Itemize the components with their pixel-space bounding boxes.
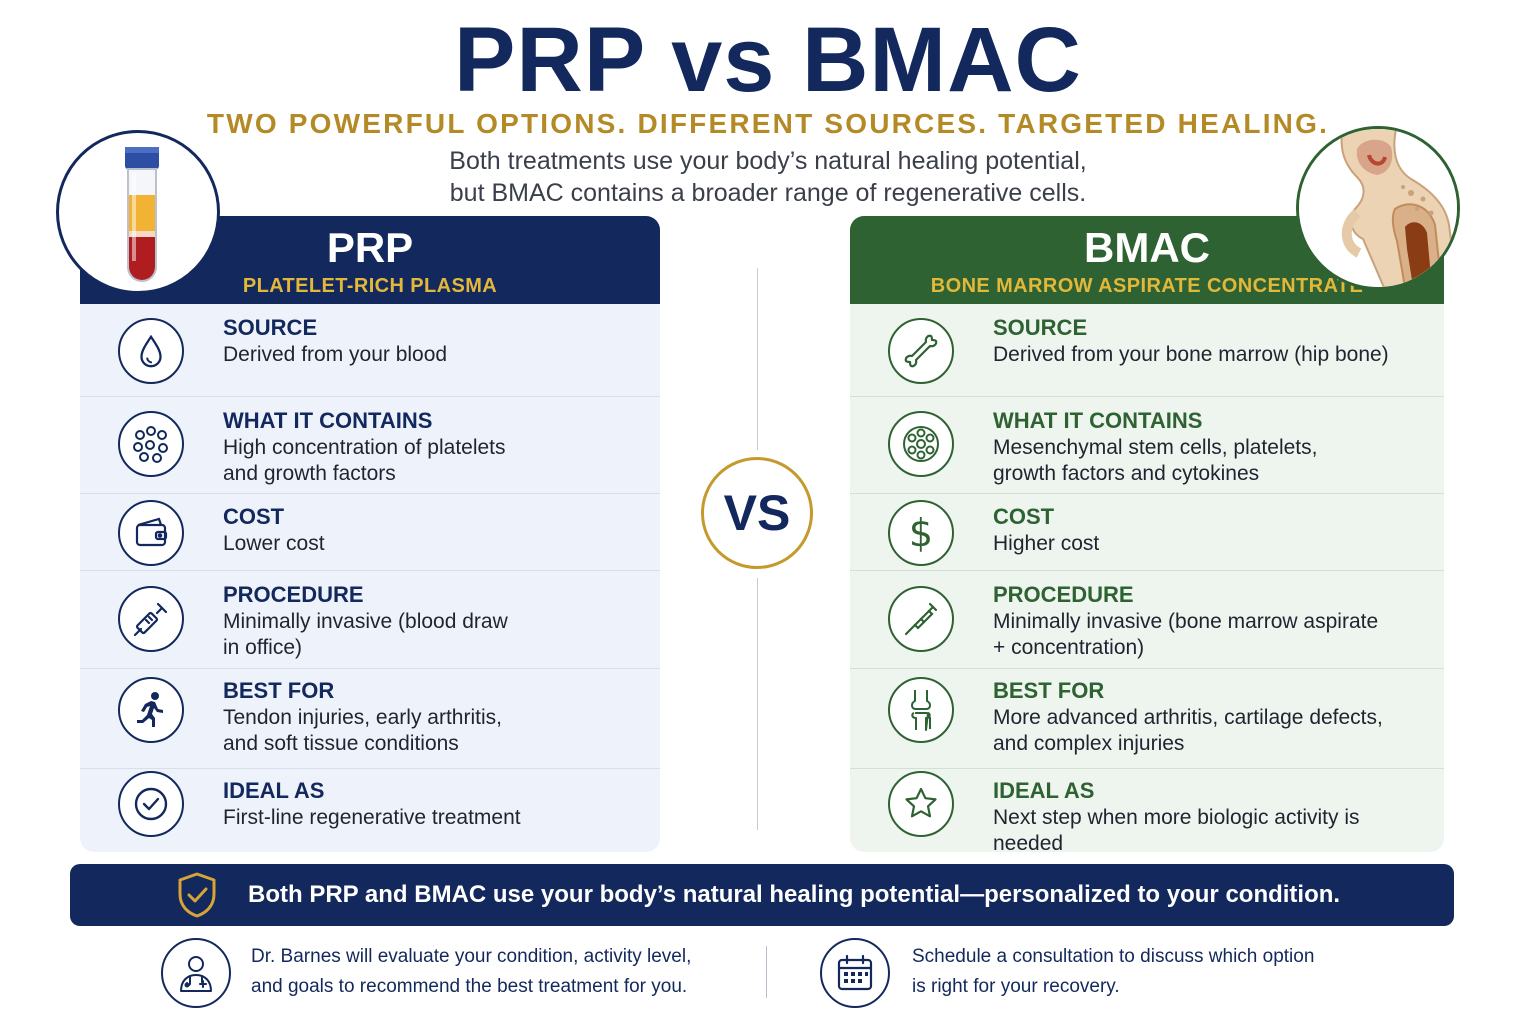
intro-line-1: Both treatments use your body’s natural … (449, 147, 1087, 175)
prp-procedure-value: Minimally invasive (blood draw in office… (223, 610, 508, 659)
checkmark-icon (118, 771, 184, 837)
bmac-cost-label: COST (993, 504, 1055, 529)
prp-cost-label: COST (223, 504, 285, 529)
footer-divider (766, 946, 767, 998)
calendar-icon[interactable] (820, 938, 890, 1008)
dollar-icon: $ (888, 500, 954, 566)
vs-badge: VS (701, 457, 813, 569)
bmac-row-best-for: BEST FOR More advanced arthritis, cartil… (850, 669, 1444, 769)
bmac-row-cost: $ COST Higher cost (850, 494, 1444, 571)
bmac-best-for-value: More advanced arthritis, cartilage defec… (993, 706, 1383, 755)
bmac-contains-value: Mesenchymal stem cells, platelets, growt… (993, 436, 1318, 485)
prp-contains-label: WHAT IT CONTAINS (223, 408, 433, 433)
prp-row-cost: COST Lower cost (80, 494, 660, 571)
prp-panel: PRP PLATELET-RICH PLASMA SOURCE Derived … (80, 216, 660, 852)
bmac-row-ideal-as: IDEAL AS Next step when more biologic ac… (850, 769, 1444, 852)
prp-ideal-as-label: IDEAL AS (223, 778, 325, 803)
wallet-icon (118, 500, 184, 566)
runner-icon (118, 677, 184, 743)
footer-left-text: Dr. Barnes will evaluate your condition,… (251, 946, 692, 997)
divider-line-top (757, 268, 758, 450)
bmac-source-label: SOURCE (993, 315, 1088, 340)
stem-cell-icon (888, 411, 954, 477)
knee-joint-icon (888, 677, 954, 743)
bone-icon (888, 318, 954, 384)
bmac-best-for-label: BEST FOR (993, 678, 1105, 703)
needle-icon (888, 586, 954, 652)
shield-check-icon (174, 870, 220, 925)
bmac-source-value: Derived from your bone marrow (hip bone) (993, 343, 1389, 366)
divider-line-bottom (757, 578, 758, 830)
prp-source-label: SOURCE (223, 315, 318, 340)
intro-line-2: but BMAC contains a broader range of reg… (449, 179, 1087, 207)
bmac-rows: SOURCE Derived from your bone marrow (hi… (850, 304, 1444, 852)
prp-ideal-as-value: First-line regenerative treatment (223, 806, 521, 829)
prp-source-value: Derived from your blood (223, 343, 448, 366)
star-icon (888, 771, 954, 837)
bmac-ideal-as-label: IDEAL AS (993, 778, 1095, 803)
prp-row-best-for: BEST FOR Tendon injuries, early arthriti… (80, 669, 660, 769)
blood-tube-illustration (56, 130, 220, 294)
prp-cost-value: Lower cost (223, 532, 325, 555)
prp-best-for-label: BEST FOR (223, 678, 335, 703)
prp-row-procedure: PROCEDURE Minimally invasive (blood draw… (80, 571, 660, 669)
bmac-ideal-as-value: Next step when more biologic activity is… (993, 806, 1360, 852)
doctor-icon (161, 938, 231, 1008)
syringe-icon (118, 586, 184, 652)
prp-row-ideal-as: IDEAL AS First-line regenerative treatme… (80, 769, 660, 852)
bmac-procedure-value: Minimally invasive (bone marrow aspirate… (993, 610, 1379, 659)
bmac-row-source: SOURCE Derived from your bone marrow (hi… (850, 304, 1444, 397)
summary-banner: Both PRP and BMAC use your body’s natura… (70, 864, 1454, 926)
prp-procedure-label: PROCEDURE (223, 582, 364, 607)
bmac-row-procedure: PROCEDURE Minimally invasive (bone marro… (850, 571, 1444, 669)
footer-right-text: Schedule a consultation to discuss which… (912, 946, 1315, 997)
bmac-subtitle: BONE MARROW ASPIRATE CONCENTRATE (930, 275, 1364, 297)
prp-row-source: SOURCE Derived from your blood (80, 304, 660, 397)
bone-marrow-illustration (1296, 126, 1460, 290)
prp-best-for-value: Tendon injuries, early arthritis, and so… (223, 706, 502, 755)
prp-row-contains: WHAT IT CONTAINS High concentration of p… (80, 397, 660, 494)
banner-text: Both PRP and BMAC use your body’s natura… (248, 881, 1341, 908)
bmac-contains-label: WHAT IT CONTAINS (993, 408, 1203, 433)
bmac-panel: BMAC BONE MARROW ASPIRATE CONCENTRATE SO… (850, 216, 1444, 852)
prp-title: PRP (326, 224, 414, 271)
page-title: PRP vs BMAC (454, 9, 1082, 111)
intro-text: Both treatments use your body’s natural … (0, 145, 1536, 209)
bmac-cost-value: Higher cost (993, 532, 1100, 555)
prp-rows: SOURCE Derived from your blood WHAT IT C… (80, 304, 660, 852)
prp-subtitle: PLATELET-RICH PLASMA (242, 275, 498, 297)
cells-icon (118, 411, 184, 477)
prp-contains-value: High concentration of platelets and grow… (223, 436, 506, 485)
bmac-title: BMAC (1084, 224, 1210, 271)
tagline: TWO POWERFUL OPTIONS. DIFFERENT SOURCES.… (206, 108, 1330, 139)
droplet-icon (118, 318, 184, 384)
bmac-procedure-label: PROCEDURE (993, 582, 1134, 607)
bmac-row-contains: WHAT IT CONTAINS Mesenchymal stem cells,… (850, 397, 1444, 494)
